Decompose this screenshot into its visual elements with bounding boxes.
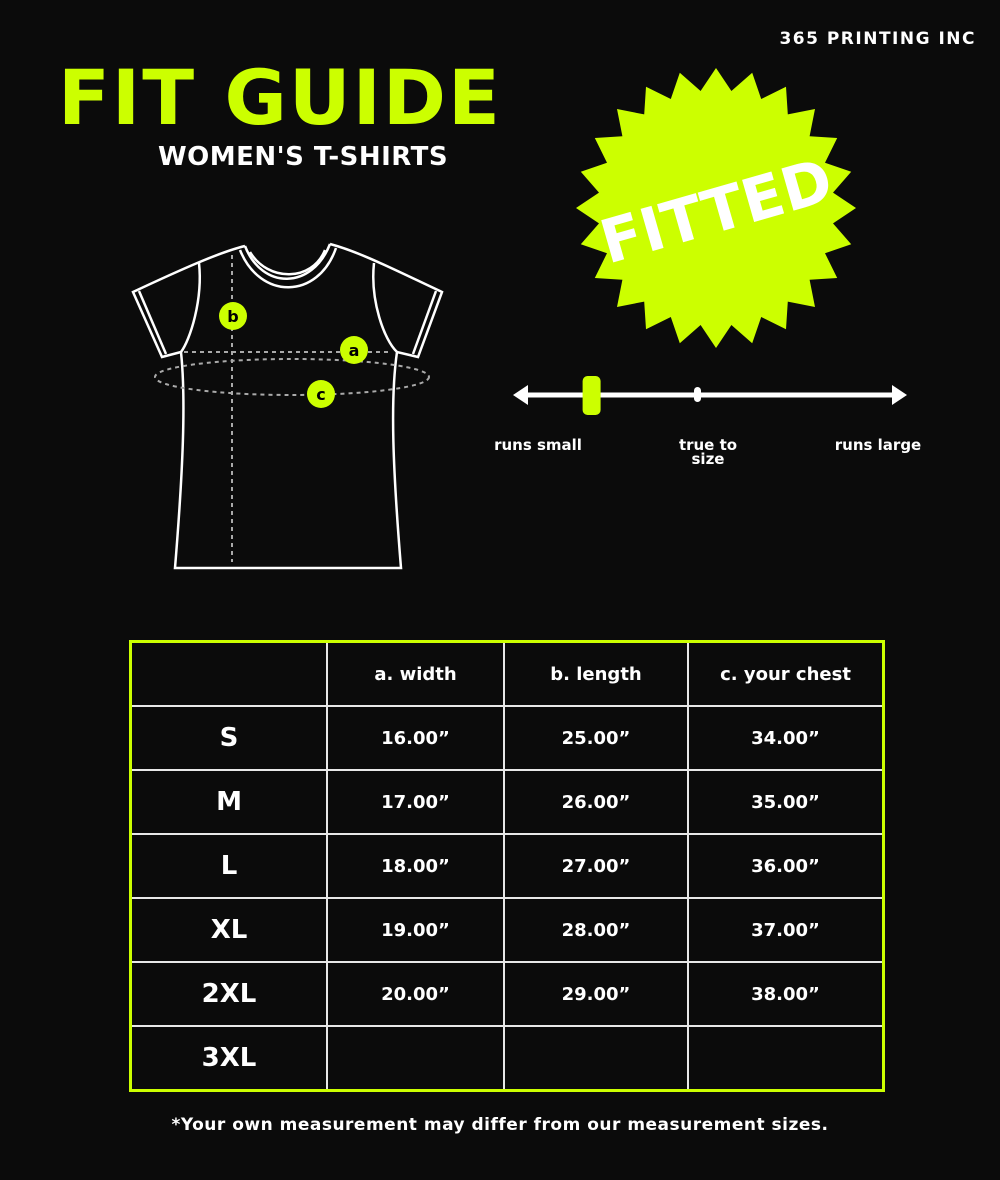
table-row: XL 19.00” 28.00” 37.00” [129, 897, 885, 963]
tshirt-diagram [131, 242, 444, 570]
marker-b [219, 302, 247, 330]
measurement-cell: 19.00” [326, 897, 505, 963]
measurement-cell: 18.00” [326, 833, 505, 899]
size-table: a. width b. length c. your chest S 16.00”… [129, 640, 885, 1092]
header-width: a. width [326, 640, 505, 707]
header-length: b. length [503, 640, 689, 707]
marker-c-label: c [316, 385, 325, 404]
illustration-layer: FITTED a b c [131, 68, 907, 570]
label-runs-small: runs small [494, 436, 582, 454]
table-row: L 18.00” 27.00” 36.00” [129, 833, 885, 899]
measurement-cell: 34.00” [687, 705, 885, 771]
size-label: S [129, 705, 328, 771]
true-to-size-tick [694, 387, 701, 402]
table-row: 3XL [129, 1025, 885, 1092]
measurement-cell [503, 1025, 689, 1092]
measurement-cell: 27.00” [503, 833, 689, 899]
page-title: FIT GUIDE [58, 53, 502, 142]
size-label: L [129, 833, 328, 899]
size-label: M [129, 769, 328, 835]
arrow-right-icon [892, 385, 907, 405]
label-true-to-size: true to size [678, 436, 738, 468]
measurement-cell: 29.00” [503, 961, 689, 1027]
page-subtitle: WOMEN'S T-SHIRTS [158, 142, 449, 172]
marker-a [340, 336, 368, 364]
starburst-badge: FITTED [576, 68, 856, 348]
fit-scale [513, 376, 907, 415]
table-row: S 16.00” 25.00” 34.00” [129, 705, 885, 771]
measurement-cell: 35.00” [687, 769, 885, 835]
measurement-cell: 25.00” [503, 705, 689, 771]
measurement-cell: 36.00” [687, 833, 885, 899]
size-label: 2XL [129, 961, 328, 1027]
size-label: XL [129, 897, 328, 963]
table-row: M 17.00” 26.00” 35.00” [129, 769, 885, 835]
footnote: *Your own measurement may differ from ou… [171, 1115, 829, 1135]
measurement-cell [687, 1025, 885, 1092]
measurement-cell: 37.00” [687, 897, 885, 963]
chest-measure-ellipse [154, 358, 430, 396]
measurement-cell: 26.00” [503, 769, 689, 835]
label-runs-large: runs large [834, 436, 922, 454]
measurement-cell [326, 1025, 505, 1092]
header-chest: c. your chest [687, 640, 885, 707]
measurement-cell: 20.00” [326, 961, 505, 1027]
size-label: 3XL [129, 1025, 328, 1092]
marker-c [307, 380, 335, 408]
measurement-cell: 28.00” [503, 897, 689, 963]
measurement-cell: 17.00” [326, 769, 505, 835]
measurement-cell: 38.00” [687, 961, 885, 1027]
header-empty [129, 640, 328, 707]
measurement-cell: 16.00” [326, 705, 505, 771]
measure-markers: a b c [219, 302, 368, 408]
fit-indicator [582, 376, 601, 415]
table-row: 2XL 20.00” 29.00” 38.00” [129, 961, 885, 1027]
brand-name: 365 PRINTING INC [779, 29, 976, 49]
arrow-left-icon [513, 385, 528, 405]
marker-a-label: a [349, 341, 360, 360]
marker-b-label: b [227, 307, 238, 326]
table-header-row: a. width b. length c. your chest [129, 640, 885, 707]
